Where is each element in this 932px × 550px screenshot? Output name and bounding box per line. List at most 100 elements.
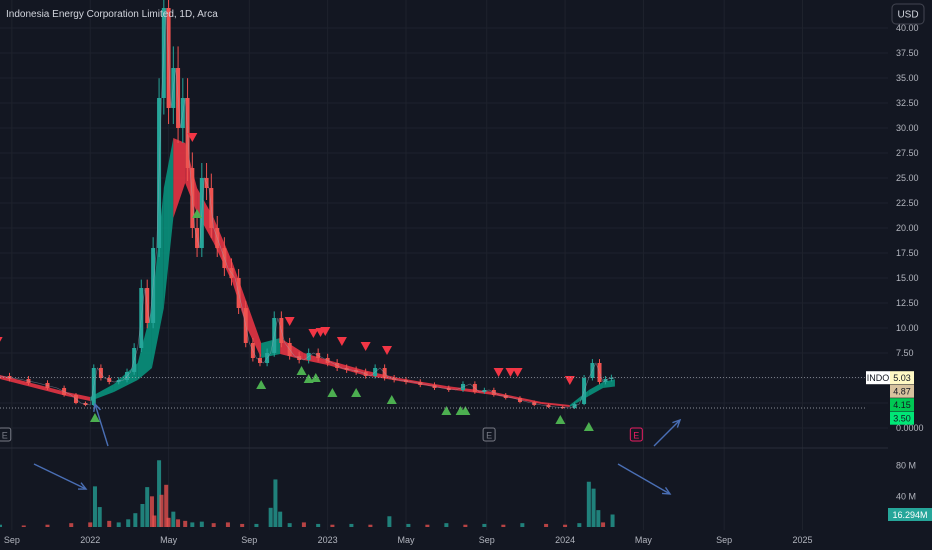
volume-bar[interactable] (330, 524, 335, 527)
volume-bar[interactable] (501, 524, 506, 527)
volume-bar[interactable] (387, 516, 392, 527)
volume-bar[interactable] (183, 520, 188, 527)
volume-bar[interactable] (21, 525, 26, 527)
volume-bar[interactable] (149, 496, 154, 527)
price-labels: INDO 5.03 4.87 4.15 3.50 (866, 371, 914, 425)
sell-marker (308, 329, 319, 338)
time-tick-label: Sep (241, 535, 257, 545)
time-tick-label: 2025 (792, 535, 812, 545)
sell-marker (284, 317, 295, 326)
last-price-badge (890, 371, 914, 385)
volume-bar[interactable] (591, 488, 596, 527)
volume-bar[interactable] (596, 510, 601, 527)
band-segment (446, 386, 494, 395)
band-upper-badge (890, 384, 914, 398)
volume-bar[interactable] (577, 523, 582, 527)
currency-button[interactable]: USD (891, 3, 925, 25)
earnings-marker-box (482, 427, 496, 442)
volume-bar[interactable] (563, 524, 568, 527)
price-tick-label: 35.00 (896, 73, 919, 83)
volume-bar[interactable] (316, 523, 321, 527)
buy-marker (296, 366, 307, 375)
buy-marker (327, 388, 338, 397)
price-tick-label: 20.00 (896, 223, 919, 233)
buy-marker (303, 374, 314, 383)
volume-bar[interactable] (97, 507, 102, 527)
volume-bar[interactable] (133, 513, 138, 527)
volume-bar[interactable] (190, 522, 195, 527)
sell-marker (320, 327, 331, 336)
volume-bar[interactable] (140, 503, 145, 527)
volume-bar[interactable] (482, 523, 487, 527)
earnings-marker[interactable]: E (0, 427, 12, 442)
volume-bar[interactable] (145, 487, 150, 527)
annotation-arrow (617, 463, 671, 495)
symbol-tag-label: INDO (867, 373, 890, 383)
volume-bar[interactable] (268, 507, 273, 527)
band-segment (173, 138, 186, 218)
earnings-marker[interactable]: E (629, 427, 643, 442)
volume-bar[interactable] (273, 479, 278, 527)
band-segment (137, 308, 152, 380)
sell-marker (187, 133, 198, 142)
arrow-head (672, 418, 682, 428)
volume-bar[interactable] (126, 519, 131, 527)
volume-bar[interactable] (463, 524, 468, 527)
price-tick-label: 25.00 (896, 173, 919, 183)
price-series[interactable] (0, 0, 615, 409)
volume-bar[interactable] (254, 523, 259, 527)
volume-bar[interactable] (544, 523, 549, 527)
volume-bar[interactable] (116, 522, 121, 527)
volume-bar[interactable] (152, 515, 157, 527)
buy-marker (351, 388, 362, 397)
volume-bar[interactable] (69, 523, 74, 527)
volume-bar[interactable] (368, 524, 373, 527)
volume-bar[interactable] (199, 521, 204, 527)
volume-bar[interactable] (601, 522, 606, 527)
time-tick-label: 2022 (80, 535, 100, 545)
volume-bar[interactable] (301, 522, 306, 527)
volume-bar[interactable] (211, 523, 216, 527)
volume-bar[interactable] (278, 511, 283, 527)
volume-bar[interactable] (107, 520, 112, 527)
price-tick-label: 17.50 (896, 248, 919, 258)
volume-bar[interactable] (586, 481, 591, 527)
price-axis[interactable]: 40.00 37.50 35.00 32.50 30.00 27.50 25.00 22.50… (896, 23, 924, 433)
volume-bar[interactable] (287, 523, 292, 527)
volume-bar[interactable] (88, 522, 93, 527)
volume-bar[interactable] (171, 511, 176, 527)
volume-bar[interactable] (45, 524, 50, 527)
volume-bar[interactable] (425, 524, 430, 527)
volume-bar[interactable] (176, 519, 181, 527)
band-upper-label: 4.87 (893, 387, 911, 397)
volume-series[interactable] (0, 460, 615, 527)
sell-marker (493, 368, 504, 377)
volume-bar[interactable] (444, 523, 449, 527)
time-axis[interactable]: Sep 2022 May Sep 2023 May Sep 2024 May Sep 2025 (4, 535, 813, 545)
volume-bar[interactable] (166, 517, 171, 527)
volume-bar[interactable] (92, 486, 97, 527)
buy-marker (441, 406, 452, 415)
volume-bar[interactable] (164, 484, 169, 527)
volume-bar[interactable] (520, 523, 525, 527)
price-tick-label: 7.50 (896, 348, 914, 358)
earnings-marker-label: E (486, 431, 492, 441)
volume-bar[interactable] (159, 494, 164, 527)
currency-button-frame (891, 3, 925, 25)
chart-title: Indonesia Energy Corporation Limited, 1D… (6, 9, 218, 20)
volume-bar[interactable] (0, 524, 2, 527)
volume-value-label: 16.294M (892, 510, 927, 520)
volume-bar[interactable] (225, 522, 230, 527)
volume-bar[interactable] (240, 523, 245, 527)
volume-bar[interactable] (610, 514, 615, 527)
arrow-head (93, 402, 101, 413)
earnings-marker[interactable]: E (482, 427, 496, 442)
volume-bar[interactable] (157, 460, 162, 527)
volume-bar[interactable] (406, 523, 411, 527)
volume-bar[interactable] (349, 523, 354, 527)
buy-marker (555, 415, 566, 424)
price-tick-label: 22.50 (896, 198, 919, 208)
price-lines (0, 377, 866, 409)
